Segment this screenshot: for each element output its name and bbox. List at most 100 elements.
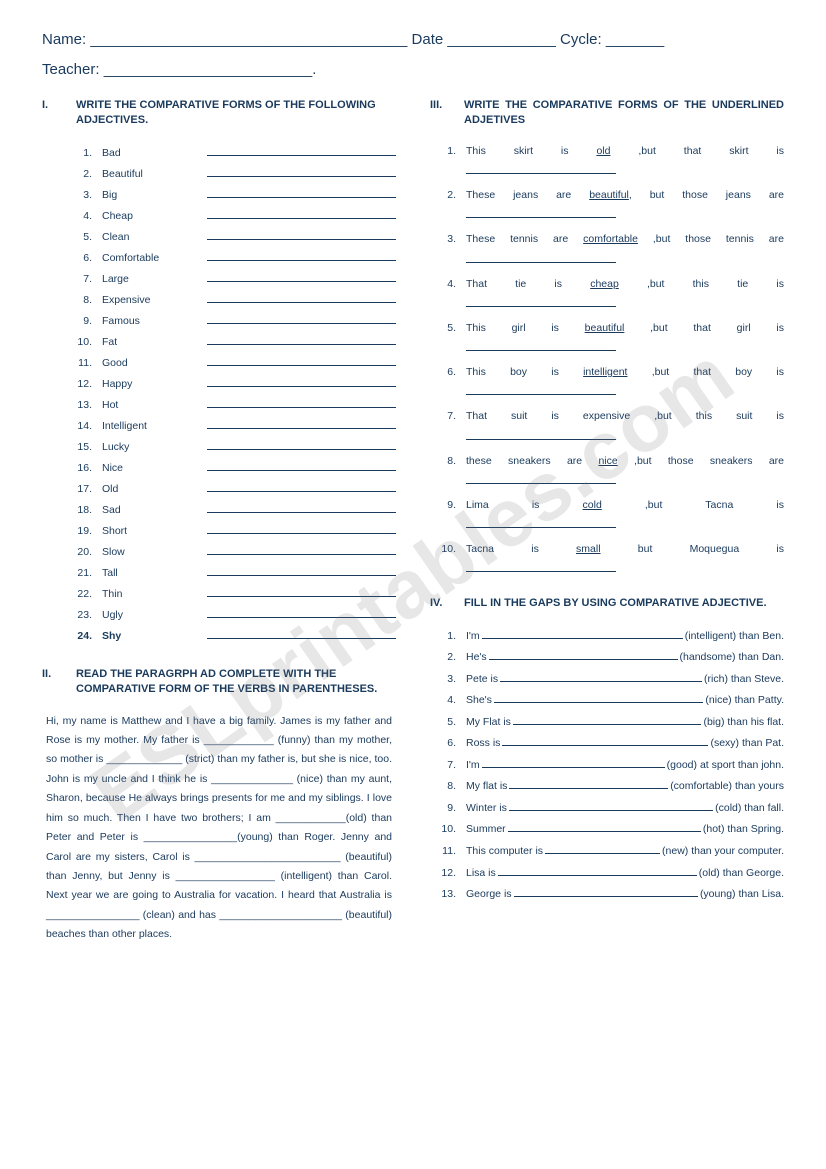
section2-head: II. READ THE PARAGRPH AD COMPLETE WITH T… [42, 667, 396, 698]
answer-blank[interactable] [207, 398, 396, 408]
answer-blank[interactable] [513, 715, 702, 725]
answer-blank[interactable] [207, 419, 396, 429]
gap-pre: Winter is [466, 798, 507, 820]
gap-pre: Ross is [466, 733, 500, 755]
gap-row: 7.I'm (good) at sport than john. [438, 755, 784, 777]
answer-blank[interactable] [207, 608, 396, 618]
adjective-row: 6.Comfortable [72, 248, 396, 269]
adjective-word: Happy [102, 374, 197, 395]
section2-paragraph: Hi, my name is Matthew and I have a big … [42, 712, 396, 945]
sentence-body: These jeans are beautiful, but those jea… [466, 187, 784, 203]
list-number: 12. [72, 374, 92, 395]
sentence-body: these sneakers are nice ,but those sneak… [466, 453, 784, 469]
list-number: 7. [438, 408, 456, 424]
answer-blank[interactable] [207, 293, 396, 303]
list-number: 4. [438, 690, 456, 712]
answer-blank[interactable] [514, 887, 698, 897]
adjective-row: 7.Large [72, 269, 396, 290]
list-number: 2. [438, 647, 456, 669]
answer-blank[interactable] [207, 188, 396, 198]
sentence-body: This skirt is old ,but that skirt is [466, 143, 784, 159]
answer-blank[interactable] [466, 384, 616, 395]
answer-blank[interactable] [207, 272, 396, 282]
section1-head: I. WRITE THE COMPARATIVE FORMS OF THE FO… [42, 98, 396, 129]
answer-blank[interactable] [207, 377, 396, 387]
gap-post: (new) than your computer. [662, 841, 784, 863]
answer-blank[interactable] [498, 866, 697, 876]
section2: II. READ THE PARAGRPH AD COMPLETE WITH T… [42, 667, 396, 945]
answer-blank[interactable] [509, 801, 713, 811]
gap-body: Summer (hot) than Spring. [466, 819, 784, 841]
answer-blank[interactable] [509, 779, 668, 789]
gap-post: (nice) than Patty. [705, 690, 784, 712]
answer-blank[interactable] [207, 335, 396, 345]
answer-blank[interactable] [502, 736, 708, 746]
answer-blank[interactable] [494, 693, 703, 703]
underlined-word: cold [583, 499, 602, 511]
answer-blank[interactable] [482, 629, 683, 639]
answer-blank[interactable] [207, 629, 396, 639]
answer-blank[interactable] [207, 461, 396, 471]
answer-blank[interactable] [466, 429, 616, 440]
answer-blank[interactable] [207, 167, 396, 177]
answer-blank[interactable] [207, 209, 396, 219]
adjective-row: 11.Good [72, 353, 396, 374]
adjective-row: 18.Sad [72, 500, 396, 521]
answer-blank[interactable] [489, 650, 678, 660]
gap-row: 1.I'm (intelligent) than Ben. [438, 626, 784, 648]
gap-list: 1.I'm (intelligent) than Ben.2.He's(hand… [430, 626, 784, 906]
gap-body: Pete is (rich) than Steve. [466, 669, 784, 691]
answer-blank[interactable] [207, 314, 396, 324]
answer-blank[interactable] [207, 482, 396, 492]
answer-blank[interactable] [482, 758, 665, 768]
list-number: 6. [72, 248, 92, 269]
adjective-row: 3.Big [72, 185, 396, 206]
sentence-row: 10.Tacna is small but Moquegua is [438, 541, 784, 572]
answer-blank[interactable] [207, 566, 396, 576]
gap-body: My flat is(comfortable) than yours [466, 776, 784, 798]
adjective-row: 5.Clean [72, 227, 396, 248]
list-number: 6. [438, 364, 456, 380]
adjective-row: 8.Expensive [72, 290, 396, 311]
sentence-body: This boy is intelligent ,but that boy is [466, 364, 784, 380]
sentence-row: 4.That tie is cheap ,but this tie is [438, 276, 784, 307]
answer-blank[interactable] [466, 296, 616, 307]
section4-title: FILL IN THE GAPS BY USING COMPARATIVE AD… [464, 596, 784, 611]
adjective-word: Hot [102, 395, 197, 416]
answer-blank[interactable] [500, 672, 702, 682]
adjective-row: 1.Bad [72, 143, 396, 164]
answer-blank[interactable] [207, 230, 396, 240]
gap-post: (comfortable) than yours [670, 776, 784, 798]
underlined-word: beautiful [589, 189, 629, 201]
list-number: 5. [438, 712, 456, 734]
sentence-row: 1.This skirt is old ,but that skirt is [438, 143, 784, 174]
answer-blank[interactable] [466, 473, 616, 484]
answer-blank[interactable] [466, 163, 616, 174]
answer-blank[interactable] [466, 207, 616, 218]
answer-blank[interactable] [466, 517, 616, 528]
list-number: 9. [438, 798, 456, 820]
answer-blank[interactable] [207, 251, 396, 261]
main-columns: I. WRITE THE COMPARATIVE FORMS OF THE FO… [42, 98, 784, 945]
underlined-word: nice [598, 455, 617, 467]
answer-blank[interactable] [207, 503, 396, 513]
list-number: 11. [438, 841, 456, 863]
answer-blank[interactable] [508, 822, 701, 832]
gap-post: (rich) than Steve. [704, 669, 784, 691]
answer-blank[interactable] [466, 252, 616, 263]
list-number: 12. [438, 863, 456, 885]
adjective-row: 12. Happy [72, 374, 396, 395]
date-label: Date [412, 31, 444, 48]
list-number: 11. [72, 353, 92, 374]
answer-blank[interactable] [207, 545, 396, 555]
answer-blank[interactable] [207, 146, 396, 156]
answer-blank[interactable] [466, 561, 616, 572]
answer-blank[interactable] [545, 844, 660, 854]
answer-blank[interactable] [207, 524, 396, 534]
answer-blank[interactable] [207, 587, 396, 597]
answer-blank[interactable] [466, 340, 616, 351]
answer-blank[interactable] [207, 440, 396, 450]
answer-blank[interactable] [207, 356, 396, 366]
adjective-word: Ugly [102, 605, 197, 626]
list-number: 15. [72, 437, 92, 458]
